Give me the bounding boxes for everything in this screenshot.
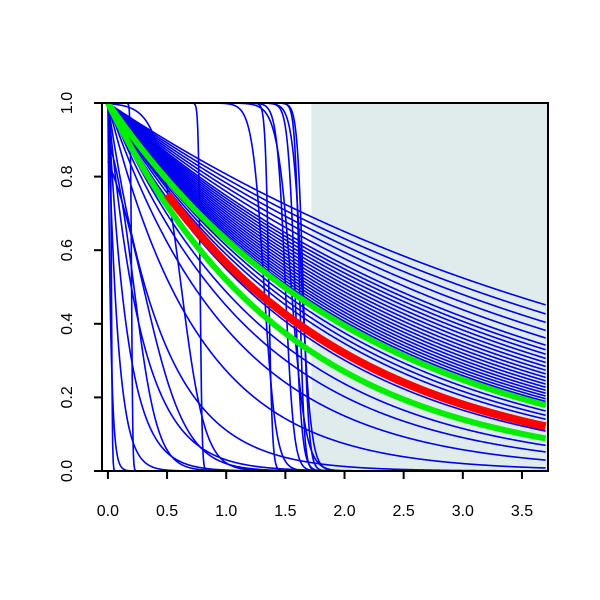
sample-curve — [107, 103, 546, 471]
sample-curve — [107, 103, 546, 324]
series-lines — [105, 103, 547, 442]
sample-curve — [107, 103, 546, 360]
sample-curve — [107, 103, 546, 420]
sample-curve — [107, 103, 546, 339]
x-tick-label: 1.5 — [274, 503, 296, 520]
y-tick-label: 0.2 — [59, 386, 76, 408]
x-tick-label: 2.0 — [333, 503, 355, 520]
band-curve — [105, 103, 547, 409]
sample-curve — [107, 103, 546, 351]
sample-curve — [107, 103, 546, 392]
sample-curve — [107, 103, 546, 332]
sample-curve — [107, 103, 546, 394]
x-tick-label: 0.0 — [97, 503, 119, 520]
x-tick-label: 0.5 — [156, 503, 178, 520]
y-axis: 0.0 0.2 0.4 0.6 0.8 1.0 — [59, 92, 103, 482]
estimate-curve — [163, 191, 547, 431]
sample-curve — [107, 103, 546, 368]
sample-curve — [107, 103, 546, 371]
x-axis: 0.0 0.5 1.0 1.5 2.0 2.5 3.0 3.5 — [97, 470, 533, 520]
sample-curve — [107, 103, 546, 346]
y-tick-label: 0.8 — [59, 165, 76, 187]
y-tick-label: 1.0 — [59, 92, 76, 114]
sample-curve — [107, 103, 546, 382]
sample-curve — [107, 103, 546, 447]
sample-curve — [107, 103, 546, 306]
x-tick-label: 2.5 — [393, 503, 415, 520]
sample-curve — [107, 103, 546, 417]
sample-curve — [107, 103, 546, 379]
sample-curve — [107, 103, 546, 375]
x-tick-label: 3.5 — [511, 503, 533, 520]
y-tick-label: 0.6 — [59, 239, 76, 261]
sample-curve — [107, 103, 546, 453]
band-curve — [105, 103, 547, 442]
y-tick-label: 0.4 — [59, 313, 76, 335]
sample-curve — [107, 103, 546, 355]
sample-curve — [107, 103, 546, 315]
sample-curve — [107, 103, 546, 469]
x-tick-label: 1.0 — [215, 503, 237, 520]
sample-curve — [107, 103, 546, 397]
sample-curve — [107, 103, 546, 388]
sample-curve — [107, 103, 546, 385]
sample-curve — [107, 139, 546, 471]
sample-curve — [107, 103, 546, 461]
sample-curve — [107, 103, 546, 364]
sample-curve — [107, 103, 546, 471]
x-tick-label: 3.0 — [452, 503, 474, 520]
y-tick-label: 0.0 — [59, 460, 76, 482]
